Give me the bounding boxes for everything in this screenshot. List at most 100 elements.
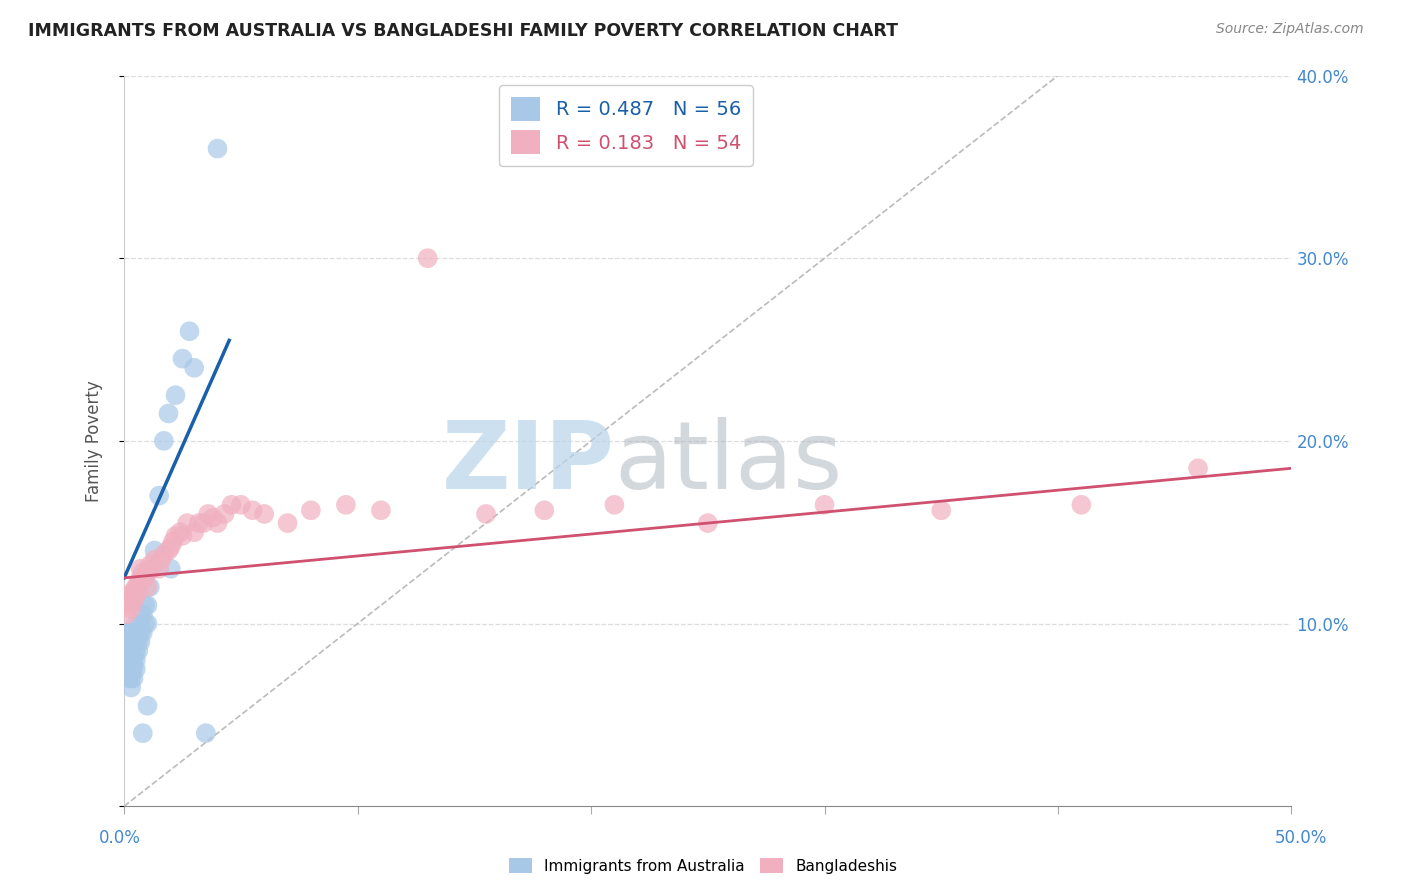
Text: IMMIGRANTS FROM AUSTRALIA VS BANGLADESHI FAMILY POVERTY CORRELATION CHART: IMMIGRANTS FROM AUSTRALIA VS BANGLADESHI…: [28, 22, 898, 40]
Point: [183, 360, 205, 375]
Point: [120, 635, 142, 649]
Point: [127, 635, 149, 649]
Point: [370, 503, 392, 517]
Point: [201, 510, 224, 524]
Point: [134, 616, 156, 631]
Point: [118, 599, 141, 613]
Point: [148, 562, 170, 576]
Point: [1070, 498, 1092, 512]
Point: [122, 671, 145, 685]
Point: [214, 507, 236, 521]
Point: [120, 662, 142, 676]
Point: [179, 324, 201, 338]
Point: [176, 516, 198, 530]
Point: [229, 498, 252, 512]
Point: [125, 616, 148, 631]
Point: [129, 562, 152, 576]
Point: [157, 543, 180, 558]
Point: [813, 498, 835, 512]
Point: [134, 571, 156, 585]
Point: [221, 498, 243, 512]
Text: ZIP: ZIP: [441, 417, 614, 508]
Legend: R = 0.487   N = 56, R = 0.183   N = 54: R = 0.487 N = 56, R = 0.183 N = 54: [499, 86, 752, 166]
Text: atlas: atlas: [614, 417, 842, 508]
Point: [127, 625, 149, 640]
Y-axis label: Family Poverty: Family Poverty: [86, 380, 103, 501]
Point: [115, 635, 138, 649]
Point: [129, 625, 152, 640]
Point: [187, 516, 209, 530]
Point: [125, 644, 148, 658]
Point: [150, 552, 173, 566]
Point: [132, 726, 155, 740]
Point: [120, 644, 142, 658]
Point: [115, 607, 138, 622]
Point: [120, 625, 142, 640]
Point: [143, 552, 166, 566]
Text: 50.0%: 50.0%: [1274, 829, 1327, 847]
Point: [172, 529, 194, 543]
Point: [127, 644, 149, 658]
Point: [136, 616, 159, 631]
Point: [136, 566, 159, 580]
Point: [118, 653, 141, 667]
Point: [129, 635, 152, 649]
Point: [122, 594, 145, 608]
Point: [136, 580, 159, 594]
Legend: Immigrants from Australia, Bangladeshis: Immigrants from Australia, Bangladeshis: [503, 852, 903, 880]
Point: [1187, 461, 1209, 475]
Point: [157, 407, 180, 421]
Point: [159, 540, 181, 554]
Point: [120, 671, 142, 685]
Point: [277, 516, 299, 530]
Point: [122, 583, 145, 598]
Point: [115, 589, 138, 603]
Point: [122, 653, 145, 667]
Point: [299, 503, 322, 517]
Point: [115, 653, 138, 667]
Point: [120, 602, 142, 616]
Point: [125, 662, 148, 676]
Point: [134, 599, 156, 613]
Point: [141, 562, 163, 576]
Point: [153, 547, 176, 561]
Point: [136, 599, 159, 613]
Point: [115, 649, 138, 664]
Point: [139, 558, 162, 573]
Point: [125, 635, 148, 649]
Point: [193, 516, 215, 530]
Point: [183, 525, 205, 540]
Point: [929, 503, 952, 517]
Point: [132, 607, 155, 622]
Point: [115, 625, 138, 640]
Point: [115, 639, 138, 653]
Point: [169, 525, 191, 540]
Text: 0.0%: 0.0%: [98, 829, 141, 847]
Point: [125, 580, 148, 594]
Point: [159, 562, 181, 576]
Point: [118, 625, 141, 640]
Point: [194, 726, 217, 740]
Point: [172, 351, 194, 366]
Point: [416, 251, 439, 265]
Point: [125, 653, 148, 667]
Point: [125, 589, 148, 603]
Point: [533, 503, 555, 517]
Point: [129, 616, 152, 631]
Point: [242, 503, 264, 517]
Point: [115, 644, 138, 658]
Point: [127, 576, 149, 591]
Point: [139, 580, 162, 594]
Point: [118, 635, 141, 649]
Point: [207, 516, 229, 530]
Point: [132, 625, 155, 640]
Point: [120, 653, 142, 667]
Point: [120, 589, 142, 603]
Point: [141, 562, 163, 576]
Point: [197, 507, 219, 521]
Point: [129, 571, 152, 585]
Point: [475, 507, 498, 521]
Text: Source: ZipAtlas.com: Source: ZipAtlas.com: [1216, 22, 1364, 37]
Point: [207, 142, 229, 156]
Point: [122, 635, 145, 649]
